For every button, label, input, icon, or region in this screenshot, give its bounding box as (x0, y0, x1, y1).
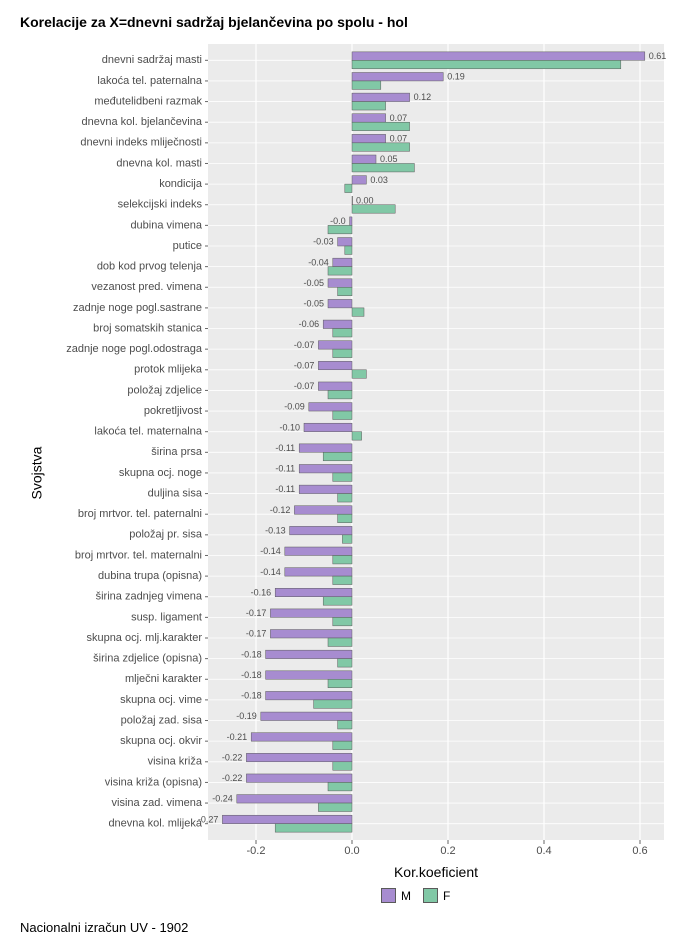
category-label: visina križa (148, 756, 203, 768)
category-label: protok mlijeka (134, 364, 203, 376)
legend-item-m: M (381, 888, 411, 903)
category-label: duljina sisa (148, 487, 203, 499)
category-label: širina zdjelice (opisna) (93, 653, 202, 665)
category-label: broj mrtvor. tel. maternalni (75, 549, 202, 561)
category-label: mlječni karakter (125, 673, 202, 685)
category-label: dubina vimena (130, 219, 202, 231)
category-label: selekcijski indeks (118, 199, 203, 211)
category-label: susp. ligament (131, 611, 202, 623)
x-axis-label: Kor.koeficient (208, 864, 664, 880)
y-axis-label: Svojstva (28, 446, 44, 499)
category-label: dnevna kol. bjelančevina (82, 116, 203, 128)
category-label: vezanost pred. vimena (91, 281, 203, 293)
category-label: skupna ocj. mlj.karakter (86, 632, 202, 644)
category-label: dubina trupa (opisna) (98, 570, 202, 582)
category-label: skupna ocj. okvir (120, 735, 202, 747)
legend-label-f: F (443, 889, 450, 903)
category-label: skupna ocj. vime (120, 694, 202, 706)
x-tick-label: 0.6 (632, 845, 647, 857)
legend-item-f: F (423, 888, 450, 903)
legend: M F (381, 888, 450, 903)
category-label: položaj pr. sisa (129, 529, 203, 541)
plot-panel (208, 44, 664, 840)
category-label: broj mrtvor. tel. paternalni (78, 508, 202, 520)
category-label: visina križa (opisna) (105, 776, 202, 788)
legend-swatch-m (381, 888, 396, 903)
category-label: dnevna kol. mlijeka (108, 818, 202, 830)
x-tick-label: 0.0 (344, 845, 359, 857)
legend-label-m: M (401, 889, 411, 903)
category-label: položaj zdjelice (127, 384, 202, 396)
category-label: dnevna kol. masti (116, 157, 202, 169)
category-label: skupna ocj. noge (119, 467, 202, 479)
category-label: međutelidbeni razmak (94, 95, 202, 107)
category-label: visina zad. vimena (112, 797, 203, 809)
category-label: dob kod prvog telenja (97, 261, 203, 273)
chart-title: Korelacije za X=dnevni sadržaj bjelančev… (20, 14, 408, 30)
category-label: položaj zad. sisa (121, 714, 203, 726)
category-label: kondicija (159, 178, 203, 190)
legend-swatch-f (423, 888, 438, 903)
x-tick-label: -0.2 (247, 845, 266, 857)
category-label: širina prsa (151, 446, 203, 458)
footer-text: Nacionalni izračun UV - 1902 (20, 920, 188, 935)
category-label: broj somatskih stanica (93, 322, 203, 334)
category-label: zadnje noge pogl.sastrane (73, 302, 202, 314)
chart-root: Korelacije za X=dnevni sadržaj bjelančev… (0, 0, 680, 945)
category-label: zadnje noge pogl.odostraga (66, 343, 203, 355)
category-label: dnevni sadržaj masti (102, 54, 202, 66)
category-label: dnevni indeks mliječnosti (80, 137, 202, 149)
x-tick-label: 0.4 (536, 845, 551, 857)
category-label: pokretljivost (144, 405, 202, 417)
category-label: lakoća tel. paternalna (97, 75, 202, 87)
x-tick-label: 0.2 (440, 845, 455, 857)
category-label: lakoća tel. maternalna (94, 426, 202, 438)
category-label: širina zadnjeg vimena (96, 591, 203, 603)
category-label: putice (173, 240, 202, 252)
